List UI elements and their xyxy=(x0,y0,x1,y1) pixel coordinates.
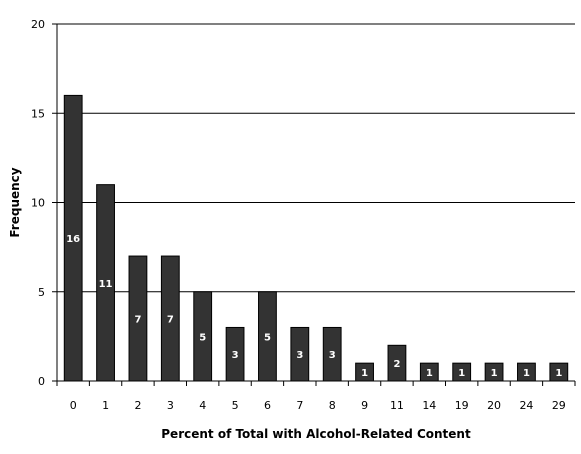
x-tick-label: 4 xyxy=(199,399,206,412)
data-label: 1 xyxy=(491,368,498,379)
data-label: 3 xyxy=(296,350,303,361)
gridlines xyxy=(57,23,575,293)
data-label: 1 xyxy=(458,368,465,379)
data-label: 5 xyxy=(199,332,206,343)
y-tick-label: 5 xyxy=(38,286,45,299)
y-tick-label: 10 xyxy=(31,197,45,210)
x-axis-title: Percent of Total with Alcohol-Related Co… xyxy=(161,427,471,441)
data-label: 1 xyxy=(361,368,368,379)
x-tick-label: 1 xyxy=(102,399,109,412)
y-tick-label: 20 xyxy=(31,18,45,31)
x-tick-label: 11 xyxy=(390,399,404,412)
data-label: 2 xyxy=(393,359,400,370)
x-tick-label: 29 xyxy=(552,399,566,412)
y-axis-title: Frequency xyxy=(8,167,22,237)
data-label: 1 xyxy=(555,368,562,379)
x-tick-label: 3 xyxy=(167,399,174,412)
data-label: 16 xyxy=(66,234,80,245)
data-label: 7 xyxy=(167,315,174,326)
x-tick-label: 24 xyxy=(519,399,533,412)
data-label: 3 xyxy=(232,350,239,361)
x-tick-label: 5 xyxy=(232,399,239,412)
labels: 0510152016011172735435563738192111141191… xyxy=(31,18,566,412)
data-label: 1 xyxy=(523,368,530,379)
x-tick-label: 2 xyxy=(134,399,141,412)
data-label: 3 xyxy=(329,350,336,361)
axes xyxy=(52,23,576,386)
x-tick-label: 0 xyxy=(70,399,77,412)
data-label: 11 xyxy=(99,279,113,290)
data-label: 7 xyxy=(134,315,141,326)
x-tick-label: 9 xyxy=(361,399,368,412)
y-tick-label: 15 xyxy=(31,107,45,120)
data-label: 1 xyxy=(426,368,433,379)
bars xyxy=(63,94,569,382)
data-label: 5 xyxy=(264,332,271,343)
x-tick-label: 7 xyxy=(296,399,303,412)
x-tick-label: 6 xyxy=(264,399,271,412)
y-tick-label: 0 xyxy=(38,375,45,388)
x-tick-label: 19 xyxy=(455,399,469,412)
x-tick-label: 8 xyxy=(329,399,336,412)
x-tick-label: 20 xyxy=(487,399,501,412)
x-tick-label: 14 xyxy=(422,399,436,412)
